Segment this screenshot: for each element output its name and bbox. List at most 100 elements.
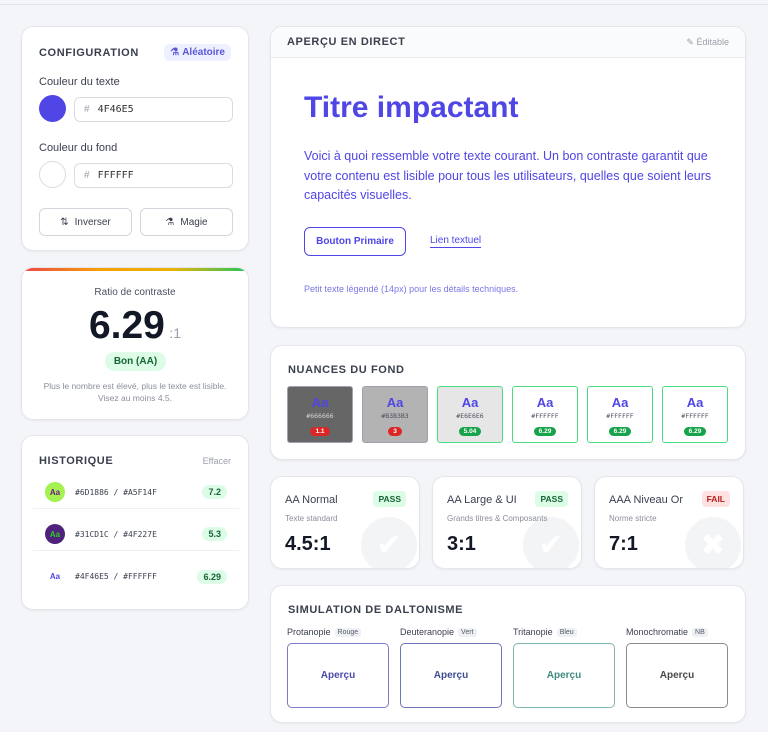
preview-header: APERÇU EN DIRECT ✎ Éditable (271, 27, 745, 58)
simulation-preview-box[interactable]: Aperçu (287, 643, 389, 708)
wcag-level-name: AAA Niveau Or (609, 494, 683, 506)
flask-icon: ⚗ (165, 216, 175, 228)
wcag-required-ratio: 7:1 (609, 533, 638, 555)
preview-primary-button[interactable]: Bouton Primaire (304, 227, 406, 256)
shade-ratio-badge: 5.04 (458, 427, 482, 436)
wcag-required-ratio: 4.5:1 (285, 533, 331, 555)
simulation-title: SIMULATION DE DALTONISME (288, 604, 464, 616)
preview-caption: Petit texte légendé (14px) pour les déta… (304, 284, 519, 294)
simulation-name: Tritanopie (513, 627, 553, 637)
shade-ratio-badge: 6.29 (608, 427, 632, 436)
history-item[interactable]: Aa #31CD1C / #4F227E 5.3 (33, 518, 239, 551)
wcag-card: ✔ AA Normal PASS Texte standard 4.5:1 (270, 476, 420, 569)
simulation-tag: Vert (458, 627, 477, 637)
shade-code: #666666 (306, 412, 334, 420)
shade-sample-text: Aa (611, 395, 629, 410)
history-card: HISTORIQUE Effacer Aa #6D1886 / #A5F14F 7.… (21, 435, 249, 610)
check-icon: ✔ (523, 517, 579, 568)
shade-swatch[interactable]: Aa #B3B3B3 3 (362, 386, 428, 443)
editable-label: Éditable (696, 36, 729, 47)
hash-symbol: # (84, 104, 90, 115)
simulation-tag: Bleu (556, 627, 577, 637)
simulation-preview-box[interactable]: Aperçu (400, 643, 502, 708)
simulation-name: Protanopie (287, 627, 331, 637)
wcag-card: ✔ AA Large & UI PASS Grands titres & Compos… (432, 476, 582, 569)
ratio-display: 6.29 :1 (22, 304, 248, 348)
background-shades-card: NUANCES DU FOND Aa #666666 1.1 Aa #B3B3B3 3 Aa… (270, 345, 746, 460)
configuration-title: CONFIGURATION (39, 46, 139, 59)
bg-color-label: Couleur du fond (39, 142, 118, 154)
simulation-name: Deuteranopie (400, 627, 455, 637)
shade-code: #FFFFFF (531, 412, 559, 420)
shade-swatch[interactable]: Aa #FFFFFF 6.29 (512, 386, 578, 443)
simulation-preview-box[interactable]: Aperçu (626, 643, 728, 708)
history-item[interactable]: Aa #6D1886 / #A5F14F 7.2 (33, 476, 239, 509)
shade-ratio-badge: 1.1 (310, 427, 330, 436)
shades-title: NUANCES DU FOND (288, 364, 405, 376)
configuration-card: CONFIGURATION ⚗ Aléatoire Couleur du tex… (21, 26, 249, 251)
shade-code: #E6E6E6 (456, 412, 484, 420)
shade-swatch[interactable]: Aa #666666 1.1 (287, 386, 353, 443)
colorblind-simulation-card: SIMULATION DE DALTONISME Protanopie Rouge… (270, 585, 746, 723)
cross-icon: ✖ (685, 517, 741, 568)
history-avatar: Aa (45, 482, 65, 502)
random-label: Aléatoire (182, 47, 225, 58)
shade-sample-text: Aa (686, 395, 704, 410)
wcag-level-name: AA Large & UI (447, 494, 517, 506)
pencil-icon: ✎ (686, 36, 694, 47)
history-header: HISTORIQUE Effacer (39, 455, 231, 467)
clear-history-button[interactable]: Effacer (202, 456, 231, 466)
invert-button[interactable]: ⇅ Inverser (39, 208, 132, 236)
shade-ratio-badge: 6.29 (533, 427, 557, 436)
wcag-description: Texte standard (285, 514, 338, 523)
wcag-description: Norme stricte (609, 514, 657, 523)
preview-text-link[interactable]: Lien textuel (430, 235, 482, 248)
random-button[interactable]: ⚗ Aléatoire (164, 44, 231, 61)
shade-swatch[interactable]: Aa #FFFFFF 6.29 (587, 386, 653, 443)
history-ratio-badge: 7.2 (202, 485, 227, 499)
history-codes: #4F46E5 / #FFFFFF (75, 572, 157, 581)
contrast-ratio-card: Ratio de contraste 6.29 :1 Bon (AA) Plus… (21, 267, 249, 420)
history-ratio-badge: 5.3 (202, 527, 227, 541)
simulation-preview-box[interactable]: Aperçu (513, 643, 615, 708)
preview-headline[interactable]: Titre impactant (304, 91, 519, 124)
simulation-label: Monochromatie NB (626, 627, 708, 637)
history-title: HISTORIQUE (39, 455, 114, 467)
check-icon: ✔ (361, 517, 417, 568)
shade-ratio-badge: 3 (388, 427, 402, 436)
preview-body-text[interactable]: Voici à quoi ressemble votre texte coura… (304, 149, 712, 202)
text-color-input[interactable]: # 4F46E5 (74, 97, 233, 122)
grade-badge: Bon (AA) (105, 352, 166, 371)
editable-indicator[interactable]: ✎ Éditable (686, 37, 729, 48)
history-item[interactable]: Aa #4F46E5 / #FFFFFF 6.29 (33, 560, 239, 593)
shade-sample-text: Aa (386, 395, 404, 410)
shade-sample-text: Aa (461, 395, 479, 410)
bg-color-input[interactable]: # FFFFFF (74, 163, 233, 188)
wcag-status-badge: PASS (535, 491, 568, 507)
shade-swatch[interactable]: Aa #E6E6E6 5.04 (437, 386, 503, 443)
wcag-status-badge: FAIL (701, 491, 730, 507)
hash-symbol: # (84, 170, 90, 181)
ratio-value: 6.29 (88, 304, 165, 347)
wcag-description: Grands titres & Composants (447, 514, 548, 523)
top-divider (0, 0, 768, 5)
wcag-status-badge: PASS (373, 491, 406, 507)
shade-code: #FFFFFF (681, 412, 709, 420)
invert-label: Inverser (74, 216, 111, 228)
magic-label: Magie (180, 216, 208, 228)
swap-icon: ⇅ (60, 216, 69, 228)
wcag-card: ✖ AAA Niveau Or FAIL Norme stricte 7:1 (594, 476, 744, 569)
bg-color-value: FFFFFF (97, 170, 134, 181)
shade-ratio-badge: 6.29 (683, 427, 707, 436)
shade-swatch[interactable]: Aa #FFFFFF 6.29 (662, 386, 728, 443)
bg-color-swatch[interactable] (39, 161, 66, 188)
magic-button[interactable]: ⚗ Magie (140, 208, 233, 236)
history-ratio-badge: 6.29 (197, 569, 227, 584)
history-avatar: Aa (45, 566, 65, 587)
ratio-title: Ratio de contraste (94, 287, 176, 298)
history-avatar: Aa (45, 524, 65, 544)
wcag-level-name: AA Normal (285, 494, 338, 506)
shade-sample-text: Aa (536, 395, 554, 410)
text-color-swatch[interactable] (39, 95, 66, 122)
ratio-note: Plus le nombre est élevé, plus le texte … (43, 381, 227, 403)
